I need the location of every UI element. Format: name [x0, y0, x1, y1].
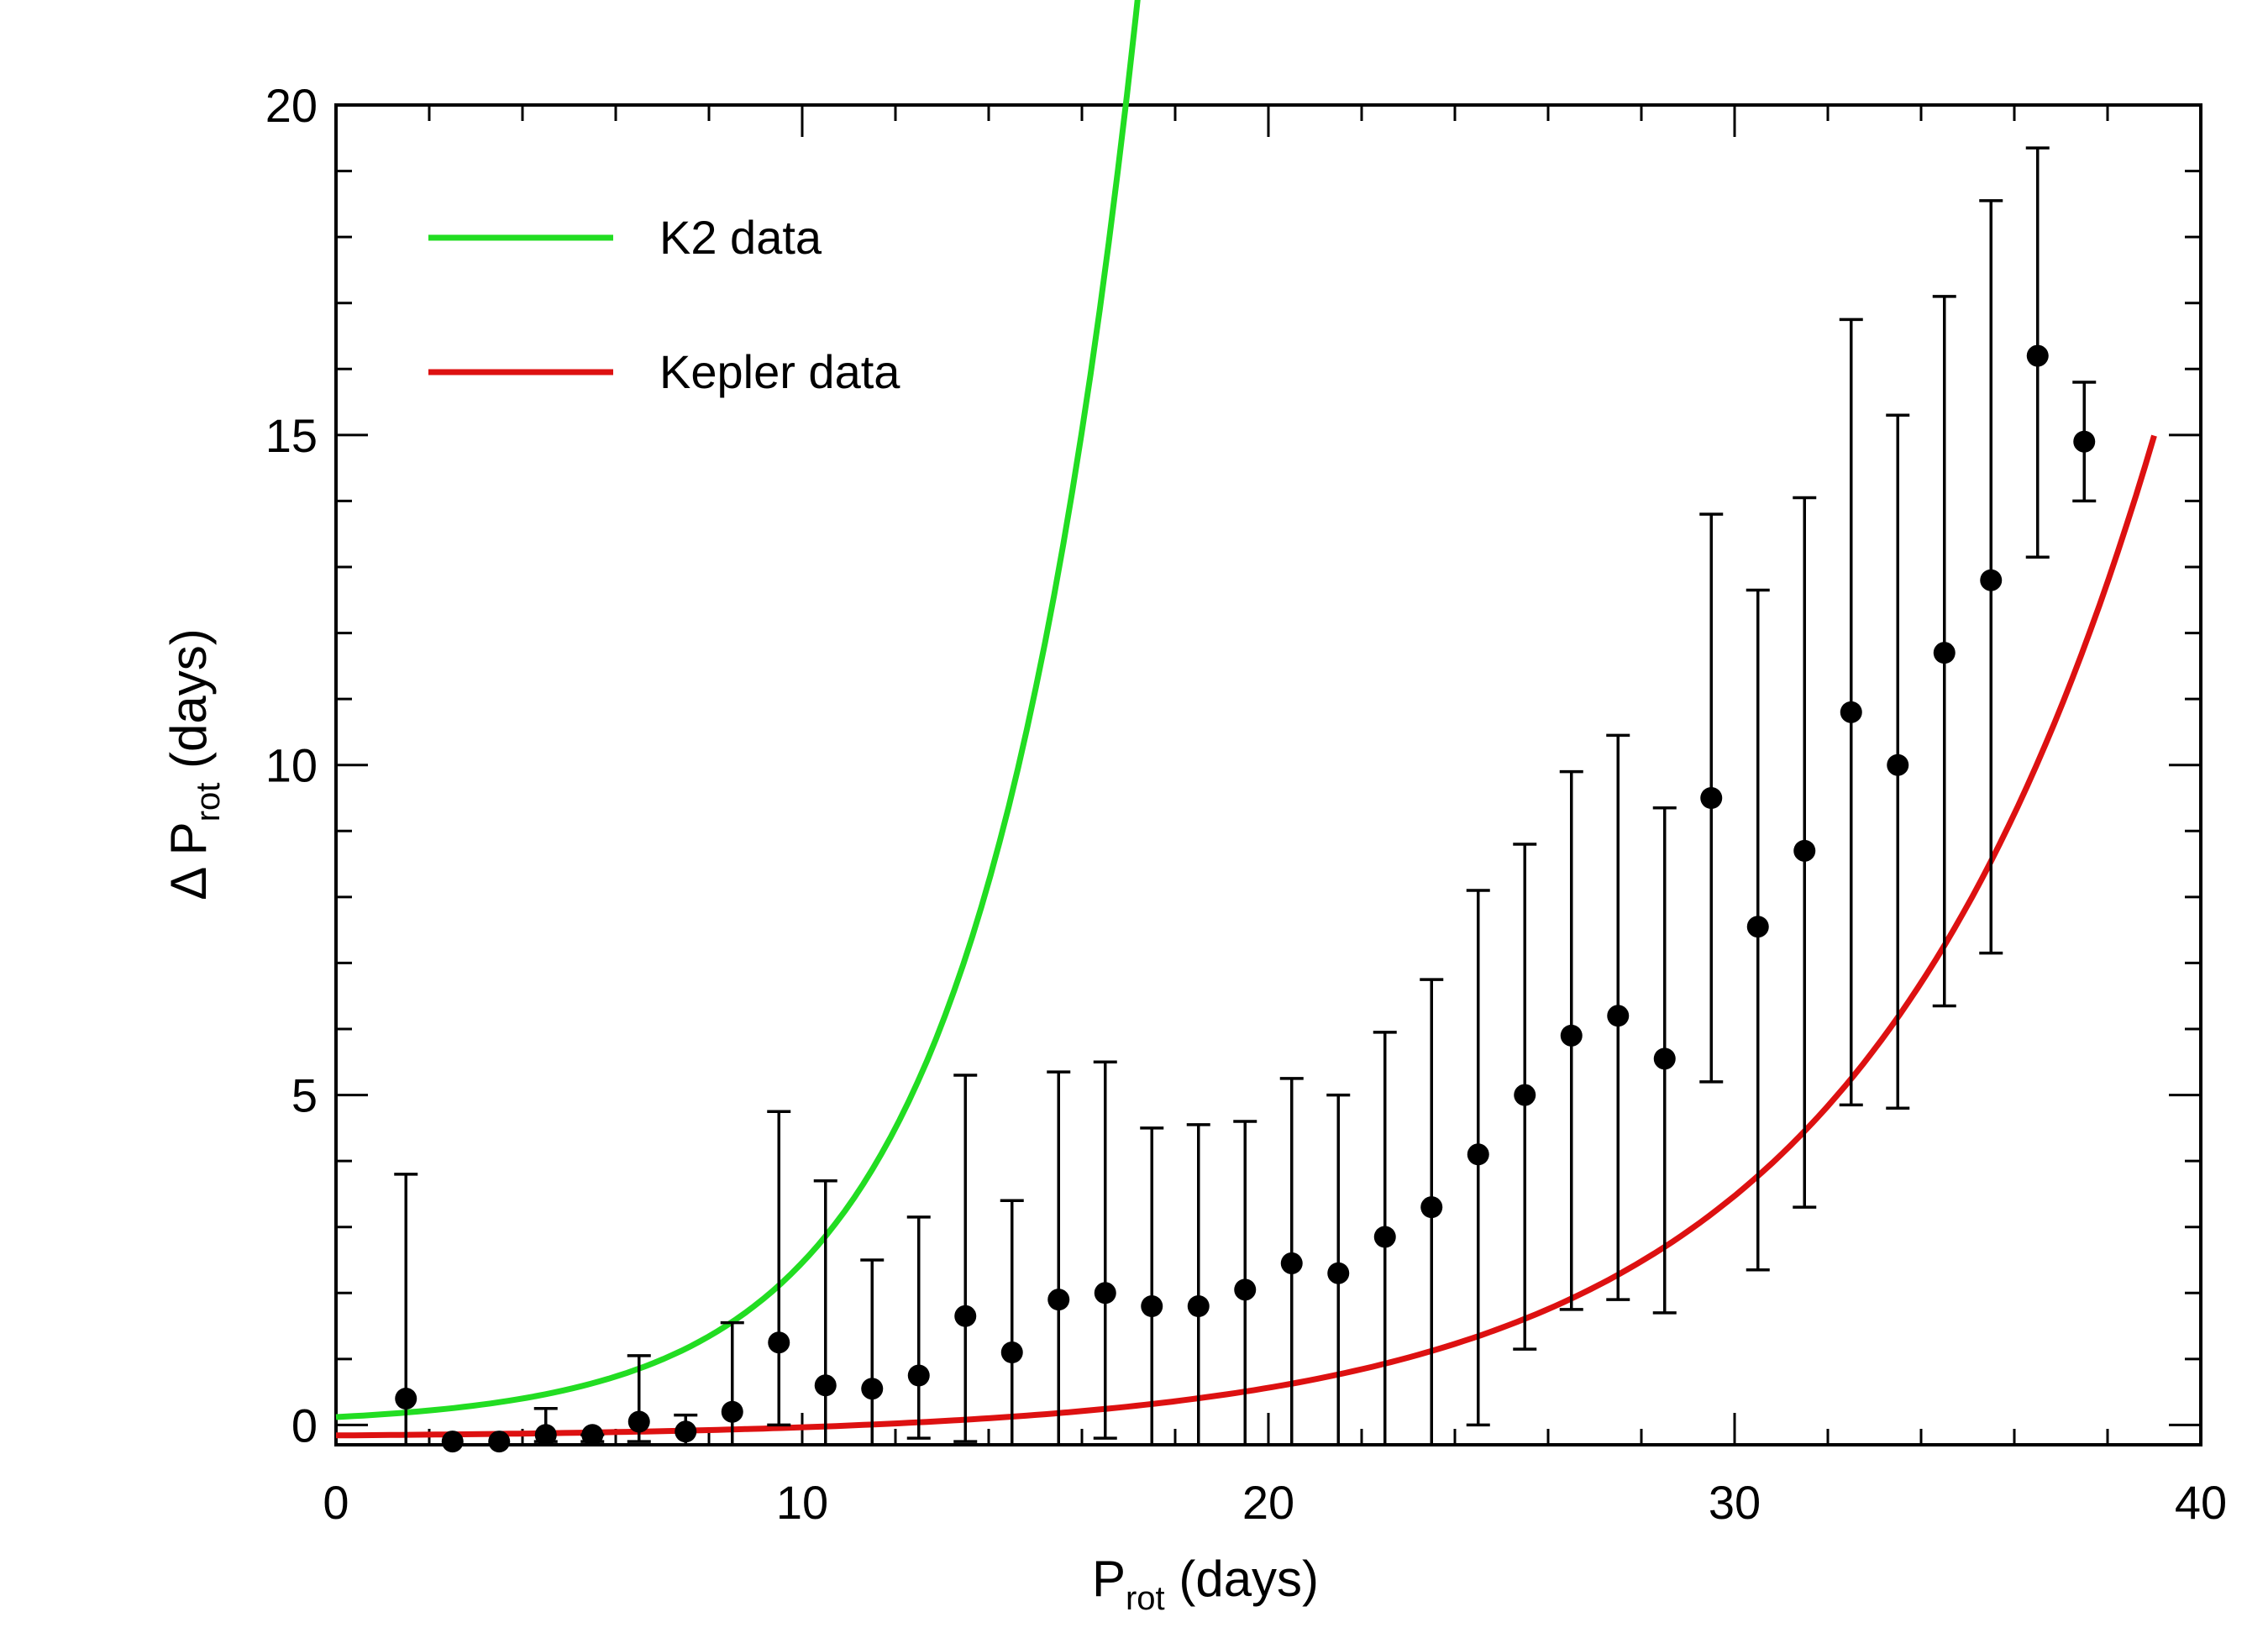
data-point	[488, 1431, 511, 1453]
data-point	[1653, 1047, 1676, 1070]
data-point	[1234, 1278, 1257, 1301]
axis-ticks	[334, 103, 2202, 1445]
x-axis-label-main: P	[1092, 1551, 1126, 1607]
data-point	[1840, 701, 1862, 723]
y-axis-label-prefix: Δ P	[160, 822, 217, 900]
data-point	[581, 1424, 604, 1446]
x-axis-label-sub: rot	[1126, 1580, 1165, 1617]
y-tick-label: 20	[265, 79, 318, 132]
data-point	[768, 1331, 790, 1354]
data-point	[2073, 430, 2096, 453]
data-point	[1887, 753, 1909, 776]
x-tick-label: 0	[323, 1476, 349, 1529]
plot-frame	[334, 103, 2202, 1446]
data-point	[1700, 787, 1723, 809]
legend: K2 data Kepler data	[428, 211, 900, 398]
y-tick-label: 10	[265, 739, 318, 792]
x-tick-label: 20	[1242, 1476, 1294, 1529]
data-point	[1933, 642, 1956, 664]
data-point	[1980, 569, 2003, 591]
data-point	[1187, 1295, 1210, 1317]
data-point	[2026, 344, 2049, 367]
x-tick-label: 30	[1709, 1476, 1761, 1529]
y-axis-label: Δ Prot (days)	[160, 628, 227, 900]
data-point	[1373, 1226, 1396, 1248]
data-points	[395, 344, 2096, 1453]
data-point	[1560, 1024, 1583, 1047]
data-point	[1420, 1196, 1443, 1219]
data-point	[954, 1305, 977, 1327]
data-point	[1607, 1005, 1630, 1027]
data-point	[1094, 1282, 1116, 1305]
y-tick-labels: 0 5 10 15 20	[265, 79, 318, 1452]
data-point	[1280, 1252, 1303, 1274]
data-point	[534, 1424, 557, 1446]
y-axis-label-rest: (days)	[160, 628, 217, 782]
y-tick-label: 15	[265, 409, 318, 462]
legend-label-kepler: Kepler data	[659, 345, 900, 398]
data-point	[1000, 1341, 1023, 1363]
data-point	[1327, 1262, 1350, 1284]
data-point	[1514, 1084, 1536, 1106]
data-point	[627, 1410, 650, 1433]
data-point	[1467, 1143, 1489, 1166]
data-point	[675, 1420, 697, 1443]
y-axis-label-sub: rot	[190, 783, 227, 822]
data-point	[395, 1388, 417, 1410]
y-tick-label: 5	[291, 1069, 318, 1122]
x-tick-labels: 0 10 20 30 40	[323, 1476, 2227, 1529]
x-axis-label: Prot (days)	[1092, 1551, 1319, 1617]
y-tick-label: 0	[291, 1399, 318, 1452]
data-point	[907, 1364, 930, 1387]
data-point	[1793, 839, 1816, 862]
data-point	[814, 1374, 837, 1397]
data-point	[861, 1378, 884, 1400]
data-point	[1047, 1289, 1070, 1311]
legend-label-k2: K2 data	[659, 211, 822, 264]
x-tick-label: 10	[776, 1476, 828, 1529]
data-point	[721, 1400, 743, 1423]
x-axis-label-rest: (days)	[1165, 1551, 1319, 1607]
error-bars	[394, 146, 2097, 1446]
data-point	[1141, 1295, 1163, 1317]
data-point	[441, 1431, 464, 1453]
x-tick-label: 40	[2175, 1476, 2227, 1529]
data-point	[1746, 916, 1769, 938]
